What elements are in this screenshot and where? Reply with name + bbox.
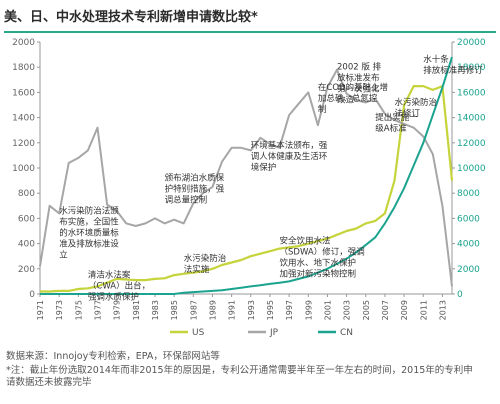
- right-tick-label: 20000: [457, 38, 486, 48]
- left-tick-label: 200: [18, 265, 35, 275]
- annotation-text-line: 在COD的基础上增: [318, 82, 388, 93]
- x-tick-label: 2013: [438, 300, 447, 320]
- annotation-text-line: 调总量控制: [165, 195, 208, 206]
- legend-label-jp: JP: [269, 328, 279, 338]
- right-tick-label: 18000: [457, 63, 486, 73]
- left-tick-label: 1000: [12, 164, 35, 174]
- annotation-text-line: 布实施，全国性: [59, 216, 119, 227]
- chart-title: 美、日、中水处理技术专利新增申请数比较*: [4, 6, 496, 33]
- right-tick-label: 4000: [457, 240, 480, 250]
- annotation-text-line: 境保护: [251, 162, 277, 173]
- x-tick-label: 1993: [247, 300, 256, 320]
- left-tick-label: 400: [18, 240, 35, 250]
- right-tick-label: 16000: [457, 88, 486, 98]
- x-tick-label: 2005: [362, 300, 371, 320]
- annotation-text-line: 2002 版 排: [337, 62, 382, 73]
- annotation-text-line: 水污染防治: [395, 97, 438, 108]
- annotation-text-line: 强调水质保护: [88, 292, 139, 303]
- annotation-text-line: 安全饮用水法: [280, 236, 331, 247]
- x-tick-label: 1995: [266, 300, 275, 320]
- left-tick-label: 1400: [12, 114, 35, 124]
- left-tick-label: 1600: [12, 88, 35, 98]
- x-tick-label: 1989: [208, 300, 217, 320]
- annotation-text-line: 水十条: [423, 54, 449, 65]
- right-tick-label: 14000: [457, 114, 486, 124]
- left-tick-label: 1200: [12, 139, 35, 149]
- right-tick-label: 0: [457, 290, 463, 300]
- right-tick-label: 6000: [457, 214, 480, 224]
- annotation-text-line: 立: [59, 249, 68, 260]
- series-line-us: [40, 84, 454, 293]
- annotation-text-line: 改造: [337, 95, 355, 106]
- right-tick-label: 8000: [457, 189, 480, 199]
- annotation-text-line: 清洁水法案: [88, 270, 131, 281]
- legend-label-cn: CN: [340, 328, 353, 338]
- x-tick-label: 1991: [228, 300, 237, 320]
- left-tick-label: 1800: [12, 63, 35, 73]
- footnote-line-1: *注：截止年份选取2014年而非2015年的原因是，专利公开通常需要半年至一年左…: [6, 365, 473, 376]
- annotation-text-line: （SDWA）修订，强调: [280, 247, 365, 258]
- annotation-text-line: 提出实施一: [375, 112, 418, 123]
- right-tick-label: 12000: [457, 139, 486, 149]
- annotation-2: 清洁水法案（CWA）出台，强调水质保护: [88, 270, 150, 303]
- series-line-cn: [40, 56, 453, 295]
- x-tick-label: 1985: [170, 300, 179, 320]
- annotation-text-line: 的水环境质量标: [59, 227, 119, 238]
- annotation-text-line: 调人体健康及生活环: [251, 151, 328, 162]
- annotation-text-line: 制: [318, 104, 327, 115]
- annotation-text-line: 水污染防治法颁: [59, 205, 119, 216]
- x-tick-label: 1999: [304, 300, 313, 320]
- x-tick-label: 2001: [323, 300, 332, 320]
- annotation-text-line: 法实施: [184, 264, 210, 275]
- x-tick-label: 1979: [113, 300, 122, 320]
- annotation-text-line: 环境基本法颁布，强: [251, 140, 328, 151]
- x-tick-label: 2009: [400, 300, 409, 320]
- annotation-text-line: 颁布湖泊水质保: [165, 173, 225, 184]
- annotation-text-line: 级A标准: [375, 123, 407, 134]
- annotation-text-line: 水污染防治: [184, 253, 227, 264]
- annotation-text-line: 护特别措施，强: [165, 184, 225, 195]
- left-tick-label: 2000: [12, 38, 35, 48]
- x-tick-label: 2003: [343, 300, 352, 320]
- annotation-text-line: 饮用水、地下水保护: [280, 258, 357, 269]
- annotation-text-line: 加强对新污染物控制: [280, 269, 357, 280]
- x-tick-label: 1973: [55, 300, 64, 320]
- right-tick-label: 2000: [457, 265, 480, 275]
- annotation-text-line: 准及排放标准设: [59, 238, 119, 249]
- legend-label-us: US: [192, 328, 205, 338]
- annotation-text-line: 排放标准再修订: [423, 65, 483, 76]
- x-tick-label: 1977: [93, 300, 102, 320]
- x-tick-label: 1983: [151, 300, 160, 320]
- x-tick-label: 1987: [189, 300, 198, 320]
- x-tick-label: 2011: [419, 300, 428, 320]
- patent-line-chart: 0200400600800100012001400160018002000020…: [12, 38, 486, 338]
- footnote-line-2: 请数据还未披露完毕: [6, 377, 92, 388]
- annotation-text-line: 第一次强化: [337, 84, 380, 95]
- annotation-text-line: 加总磷、总氮控: [318, 93, 378, 104]
- series-line-jp: [39, 68, 453, 287]
- right-tick-label: 10000: [457, 164, 486, 174]
- annotation-text-line: （CWA）出台，: [88, 281, 150, 292]
- x-tick-label: 2007: [381, 300, 390, 320]
- x-tick-label: 1981: [132, 300, 141, 320]
- annotation-text-line: 法修订: [395, 108, 421, 119]
- left-tick-label: 0: [29, 290, 35, 300]
- x-tick-label: 1997: [285, 300, 294, 320]
- x-tick-label: 1971: [36, 300, 45, 320]
- annotation-text-line: 放标准发布: [337, 73, 380, 84]
- x-tick-label: 1975: [74, 300, 83, 320]
- left-tick-label: 600: [18, 214, 35, 224]
- left-tick-label: 800: [18, 189, 35, 199]
- data-source-note: 数据来源：Innojoy专利检索，EPA，环保部网站等: [6, 351, 220, 362]
